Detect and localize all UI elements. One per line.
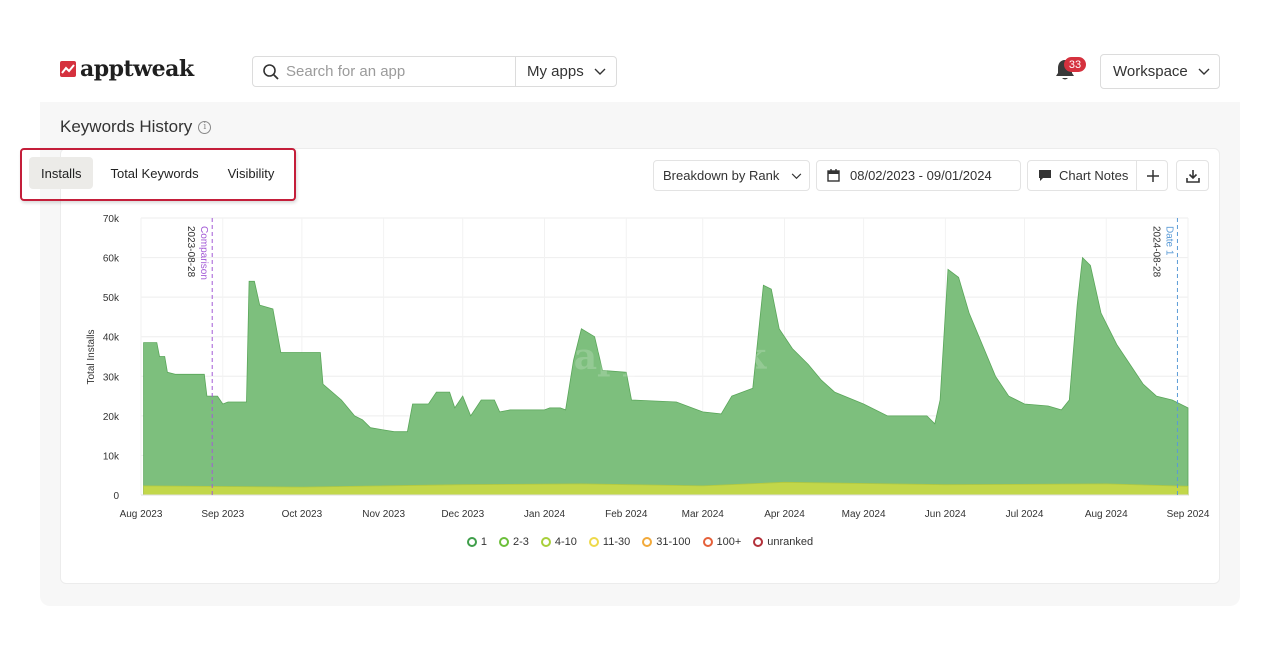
tab-installs[interactable]: Installs [29,157,94,189]
top-bar: apptweak My apps [40,40,1240,102]
legend-label: 1 [480,536,487,548]
brand-mark-icon [60,61,76,77]
section-title: Keywords History i [60,117,212,137]
search-icon [256,57,286,86]
tabs-highlight-frame [20,148,296,201]
workspace-dropdown[interactable]: Workspace [1100,54,1220,89]
chart-legend: 1 2-3 4-10 11-30 31-100 100+ unranked [0,536,1280,548]
workspace-label: Workspace [1113,63,1188,80]
metric-tabs: Installs Total Keywords Visibility [29,157,286,189]
legend-item[interactable]: 11-30 [588,536,631,548]
legend-label: 4-10 [554,536,577,548]
legend-item[interactable]: 4-10 [540,536,577,548]
legend-item[interactable]: 1 [466,536,487,548]
download-button[interactable] [1176,160,1209,191]
breakdown-label: Breakdown by Rank [663,168,780,183]
chart-notes-label: Chart Notes [1059,168,1129,183]
legend-label: 31-100 [656,536,691,548]
calendar-icon [827,169,840,182]
page-title: Keywords History [60,117,193,136]
date-range-picker[interactable]: 08/02/2023 - 09/01/2024 [816,160,1021,191]
download-icon [1185,169,1200,183]
legend-label: unranked [767,536,814,548]
breakdown-dropdown[interactable]: Breakdown by Rank [653,160,810,191]
info-icon[interactable]: i [198,120,212,134]
legend-swatch [588,537,599,547]
my-apps-dropdown[interactable]: My apps [515,57,616,86]
legend-swatch [753,537,764,547]
legend-item[interactable]: 31-100 [642,536,691,548]
legend-item[interactable]: 100+ [702,536,742,548]
search-input[interactable] [286,63,511,80]
brand-logo[interactable]: apptweak [60,56,194,82]
comment-icon [1038,169,1052,182]
chart-card [60,148,1220,584]
chart-notes-button[interactable]: Chart Notes [1027,160,1168,191]
add-note-button[interactable] [1136,161,1168,190]
search-bar: My apps [252,56,617,87]
my-apps-label: My apps [527,63,584,80]
notification-count-badge: 33 [1064,57,1086,72]
legend-label: 100+ [716,536,742,548]
legend-label: 2-3 [512,536,529,548]
chevron-down-icon [594,63,606,80]
legend-swatch [540,537,551,547]
tab-visibility[interactable]: Visibility [227,165,275,181]
chevron-down-icon [791,168,802,183]
tab-total-keywords[interactable]: Total Keywords [110,165,199,181]
brand-name: apptweak [80,56,194,82]
plus-icon [1146,169,1159,182]
legend-item[interactable]: 2-3 [498,536,529,548]
legend-swatch [498,537,509,547]
legend-swatch [702,537,713,547]
legend-swatch [642,537,653,547]
chevron-down-icon [1198,63,1210,80]
legend-swatch [466,537,477,547]
date-range-value: 08/02/2023 - 09/01/2024 [850,168,992,183]
legend-label: 11-30 [602,536,631,548]
legend-item[interactable]: unranked [753,536,813,548]
